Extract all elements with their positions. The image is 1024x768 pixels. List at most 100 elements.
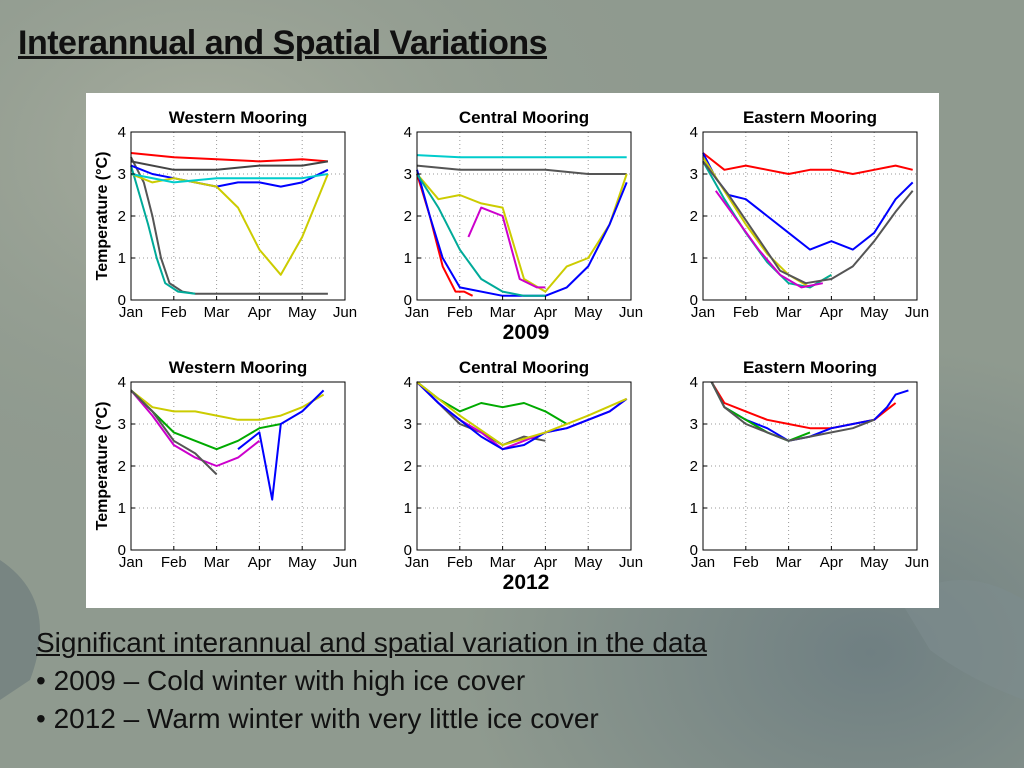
y-tick-label: 0 xyxy=(118,542,126,559)
x-tick-label: Mar xyxy=(490,304,516,321)
x-tick-label: Mar xyxy=(204,304,230,321)
y-tick-label: 2 xyxy=(404,458,412,475)
series-line-4 xyxy=(416,173,474,297)
y-tick-label: 1 xyxy=(690,500,698,517)
series-line-2 xyxy=(710,381,909,442)
y-tick-label: 3 xyxy=(118,416,126,433)
x-tick-label: Jan xyxy=(405,554,429,571)
x-tick-label: Apr xyxy=(820,554,843,571)
x-tick-label: Jun xyxy=(333,304,357,321)
x-tick-label: Feb xyxy=(733,304,759,321)
x-tick-label: May xyxy=(860,304,889,321)
x-tick-label: May xyxy=(574,554,603,571)
series-line-1 xyxy=(416,154,627,159)
y-tick-label: 3 xyxy=(404,416,412,433)
series-line-1 xyxy=(130,152,328,163)
y-tick-label: 4 xyxy=(690,124,698,141)
x-tick-label: Jan xyxy=(405,304,429,321)
series-line-2 xyxy=(416,164,627,175)
x-tick-label: Apr xyxy=(820,304,843,321)
chart-panel-2: Central Mooring Jan Feb Mar Apr May Jun 0 1 2 3 4 20… xyxy=(404,108,643,344)
y-tick-label: 0 xyxy=(690,542,698,559)
x-tick-label: Mar xyxy=(204,554,230,571)
bullet-glyph: • xyxy=(36,703,46,734)
chart-title: Eastern Mooring xyxy=(743,108,877,127)
series-line-1 xyxy=(702,152,913,175)
y-tick-label: 1 xyxy=(404,250,412,267)
slide-title: Interannual and Spatial Variations xyxy=(18,24,548,62)
series-line-5 xyxy=(237,389,325,501)
y-tick-label: 4 xyxy=(404,374,412,391)
caption-block: Significant interannual and spatial vari… xyxy=(36,624,707,738)
y-tick-label: 0 xyxy=(404,292,412,309)
y-tick-label: 2 xyxy=(118,458,126,475)
x-tick-label: May xyxy=(860,554,889,571)
x-tick-label: May xyxy=(288,304,317,321)
y-tick-label: 4 xyxy=(118,374,126,391)
y-tick-label: 0 xyxy=(690,292,698,309)
y-tick-label: 1 xyxy=(118,500,126,517)
x-tick-label: Mar xyxy=(776,554,802,571)
y-tick-label: 0 xyxy=(404,542,412,559)
x-tick-label: Jun xyxy=(905,554,929,571)
figure-panel: Western Mooring Jan Feb Mar Apr May Jun 0 1 2 3 4 Te… xyxy=(86,93,939,608)
y-tick-label: 1 xyxy=(404,500,412,517)
x-tick-label: Apr xyxy=(248,304,271,321)
y-tick-label: 4 xyxy=(118,124,126,141)
chart-title: Western Mooring xyxy=(169,358,308,377)
x-tick-label: Jun xyxy=(619,554,643,571)
y-axis-label: Temperature (°C) xyxy=(94,152,111,281)
x-tick-label: May xyxy=(574,304,603,321)
chart-panel-3: Eastern Mooring Jan Feb Mar Apr May Jun 0 1 2 3 4 xyxy=(690,108,929,321)
chart-panel-1: Western Mooring Jan Feb Mar Apr May Jun 0 1 2 3 4 Te… xyxy=(94,108,357,321)
y-tick-label: 2 xyxy=(118,208,126,225)
x-tick-label: May xyxy=(288,554,317,571)
x-tick-label: Feb xyxy=(161,554,187,571)
series-line-5 xyxy=(467,206,546,289)
y-tick-label: 2 xyxy=(690,208,698,225)
caption-heading: Significant interannual and spatial vari… xyxy=(36,627,707,658)
series-line-4 xyxy=(130,164,329,188)
x-tick-label: Jun xyxy=(619,304,643,321)
series-line-5 xyxy=(714,190,823,289)
series-line-3 xyxy=(710,381,811,442)
series-line-3 xyxy=(702,156,832,289)
chart-panel-5: Central Mooring Jan Feb Mar Apr May Jun 0 1 2 3 4 20… xyxy=(404,358,643,594)
bullet-text-2012: 2012 – Warm winter with very little ice … xyxy=(53,703,599,734)
bullet-text-2009: 2009 – Cold winter with high ice cover xyxy=(53,665,526,696)
x-tick-label: Jan xyxy=(691,554,715,571)
x-tick-label: Apr xyxy=(534,554,557,571)
series-line-4 xyxy=(416,381,628,451)
series-line-4 xyxy=(710,381,875,442)
series-line-3 xyxy=(130,165,196,295)
chart-title: Eastern Mooring xyxy=(743,358,877,377)
chart-title: Western Mooring xyxy=(169,108,308,127)
year-label: 2012 xyxy=(503,571,550,594)
chart-title: Central Mooring xyxy=(459,108,589,127)
series-line-7 xyxy=(130,160,329,171)
x-tick-label: Jan xyxy=(119,304,143,321)
x-tick-label: Apr xyxy=(248,554,271,571)
bullet-glyph: • xyxy=(36,665,46,696)
x-tick-label: Feb xyxy=(447,304,473,321)
series-line-4 xyxy=(130,389,218,476)
x-tick-label: Jun xyxy=(905,304,929,321)
y-tick-label: 2 xyxy=(690,458,698,475)
series-line-6 xyxy=(702,160,914,285)
series-line-5 xyxy=(130,173,329,276)
x-tick-label: Mar xyxy=(490,554,516,571)
x-tick-label: Feb xyxy=(161,304,187,321)
series-line-3 xyxy=(416,173,628,293)
chart-panel-6: Eastern Mooring Jan Feb Mar Apr May Jun 0 1 2 3 4 xyxy=(690,358,929,571)
y-axis-label: Temperature (°C) xyxy=(94,402,111,531)
series-line-2 xyxy=(130,389,261,467)
y-tick-label: 2 xyxy=(404,208,412,225)
x-tick-label: Apr xyxy=(534,304,557,321)
y-tick-label: 4 xyxy=(690,374,698,391)
y-tick-label: 1 xyxy=(690,250,698,267)
x-tick-label: Mar xyxy=(776,304,802,321)
series-line-5 xyxy=(416,381,628,446)
y-tick-label: 3 xyxy=(404,166,412,183)
bullet-2009: • 2009 – Cold winter with high ice cover xyxy=(36,662,707,700)
y-tick-label: 4 xyxy=(404,124,412,141)
